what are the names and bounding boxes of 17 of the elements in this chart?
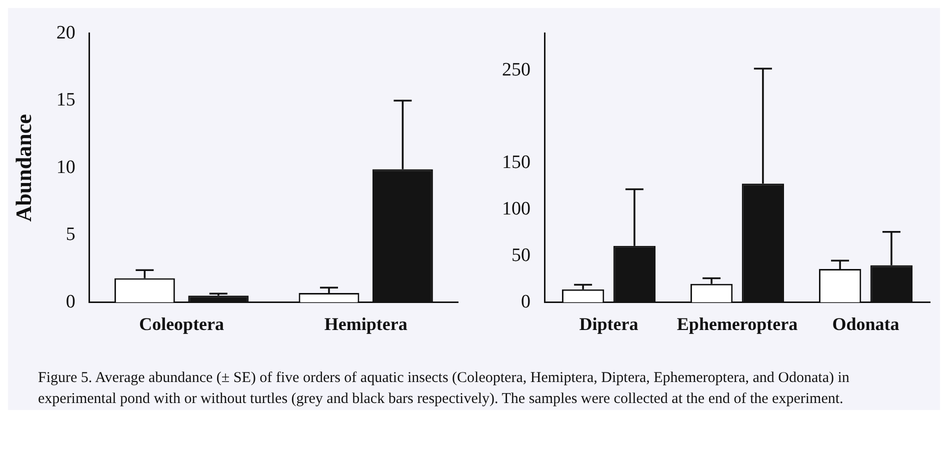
y-tick-label: 0	[521, 291, 530, 312]
y-tick-label: 5	[66, 224, 76, 246]
y-tick-label: 50	[512, 245, 530, 266]
caption: Figure 5. Average abundance (± SE) of five orders of aquatic insects (Coleoptera, Hemiptera, Diptera, Ephemeroptera, and Odonata) in experimental pond with or without turtles (grey and black bars respectively). The samples were collected at the end of the experiment.	[37, 369, 850, 409]
y-tick-label: 100	[502, 198, 530, 220]
x-tick-label: Coleoptera	[139, 314, 224, 334]
y-tick-label: 10	[56, 156, 76, 178]
y-tick-label: 0	[66, 291, 76, 312]
x-tick-label: Ephemeroptera	[676, 314, 798, 334]
y-tick-label: 150	[502, 152, 530, 174]
x-tick-label: Diptera	[579, 314, 638, 334]
y-axis-title: Abundance	[10, 114, 36, 222]
x-tick-label: Hemiptera	[324, 314, 408, 334]
y-tick-label: 250	[502, 59, 530, 80]
y-tick-label: 15	[56, 90, 76, 111]
y-tick-label: 20	[56, 22, 76, 44]
x-tick-label: Odonata	[832, 314, 900, 334]
